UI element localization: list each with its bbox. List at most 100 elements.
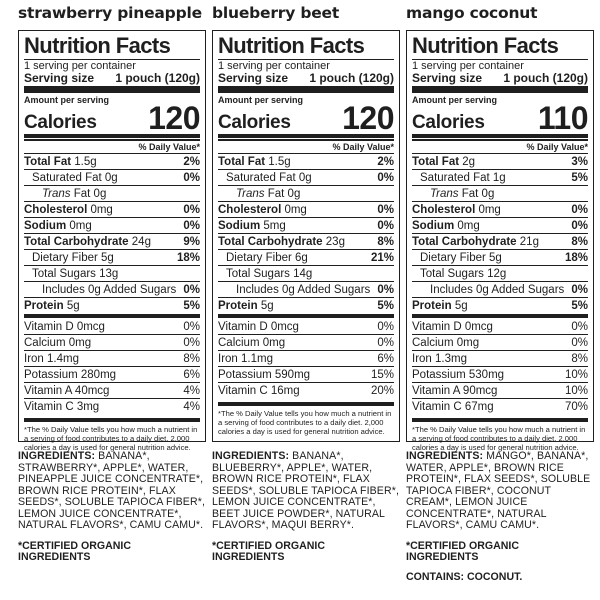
nutrient-name: Cholesterol bbox=[24, 203, 88, 216]
vitamin-row: Potassium 280mg 6% bbox=[24, 366, 200, 382]
vitamin-label: Iron 1.3mg bbox=[412, 352, 467, 365]
ingredients-list: MANGO*, BANANA*, WATER, APPLE*, BROWN RI… bbox=[406, 450, 591, 531]
vitamin-label: Vitamin D 0mcg bbox=[218, 320, 299, 333]
nutrient-daily-value: 8% bbox=[377, 235, 394, 248]
nutrition-facts-panel: Nutrition Facts 1 serving per container … bbox=[406, 30, 594, 452]
nutrient-amount: Fat 0g bbox=[70, 187, 107, 200]
nutrition-facts-panel: Nutrition Facts 1 serving per container … bbox=[212, 30, 400, 442]
nutrient-daily-value: 5% bbox=[183, 299, 200, 312]
vitamin-daily-value: 70% bbox=[564, 400, 588, 413]
nutrition-facts-panel: Nutrition Facts 1 serving per container … bbox=[18, 30, 206, 452]
serving-size-value: 1 pouch (120g) bbox=[115, 71, 200, 85]
vitamin-row: Iron 1.4mg 8% bbox=[24, 350, 200, 366]
vitamin-daily-value: 8% bbox=[183, 352, 200, 365]
nutrient-daily-value: 0% bbox=[571, 283, 588, 296]
nutrient-label: Total Carbohydrate 23g bbox=[218, 236, 345, 248]
vitamin-label: Vitamin A 40mcg bbox=[24, 384, 110, 397]
vitamin-label: Calcium 0mg bbox=[24, 336, 92, 349]
vitamin-row: Iron 1.3mg 8% bbox=[412, 350, 588, 366]
nutrient-row: Total Carbohydrate 24g 9% bbox=[24, 233, 200, 249]
nutrient-name: Trans bbox=[42, 187, 71, 200]
nutrient-amount: 0mg bbox=[454, 219, 480, 232]
vitamin-label: Iron 1.1mg bbox=[218, 352, 273, 365]
nutrient-amount: 0g Added Sugars bbox=[278, 283, 371, 296]
vitamin-row: Potassium 590mg 15% bbox=[218, 366, 394, 382]
vitamin-label: Vitamin C 67mg bbox=[412, 400, 494, 413]
nutrient-daily-value: 18% bbox=[176, 251, 200, 264]
vitamin-label: Vitamin C 16mg bbox=[218, 384, 300, 397]
nutrient-list: Total Fat 1.5g 2% Saturated Fat 0g 0% Trans … bbox=[218, 153, 394, 313]
nutrient-row: Dietary Fiber 5g 18% bbox=[24, 249, 200, 265]
nutrient-name: Dietary Fiber bbox=[226, 251, 292, 264]
vitamin-row: Vitamin A 90mcg 10% bbox=[412, 382, 588, 398]
nutrient-name: Total Fat bbox=[412, 155, 460, 168]
serving-size-label: Serving size bbox=[24, 71, 95, 85]
nutrient-label: Total Carbohydrate 21g bbox=[412, 236, 539, 248]
nutrient-daily-value: 0% bbox=[183, 203, 200, 216]
vitamin-label: Vitamin C 3mg bbox=[24, 400, 100, 413]
flavor-column: mango coconut Nutrition Facts 1 serving … bbox=[406, 0, 594, 583]
certified-organic-note: *CERTIFIED ORGANIC INGREDIENTS bbox=[406, 539, 520, 563]
nutrient-name: Dietary Fiber bbox=[420, 251, 486, 264]
nutrient-row: Sodium 5mg 0% bbox=[218, 217, 394, 233]
daily-value-header: % Daily Value* bbox=[218, 139, 394, 153]
nutrient-name: Includes bbox=[430, 283, 473, 296]
nutrient-name: Total Sugars bbox=[226, 267, 290, 280]
nutrient-amount: 5g bbox=[97, 251, 114, 264]
nutrient-row: Trans Fat 0g bbox=[218, 185, 394, 201]
nutrient-label: Protein 5g bbox=[412, 300, 468, 312]
calories-value: 110 bbox=[537, 100, 589, 136]
nutrient-name: Total Carbohydrate bbox=[218, 235, 323, 248]
nutrient-name: Total Sugars bbox=[32, 267, 96, 280]
serving-size-label: Serving size bbox=[412, 71, 483, 85]
nutrient-daily-value: 9% bbox=[183, 235, 200, 248]
nutrient-amount: 0g bbox=[101, 171, 118, 184]
nutrient-row: Saturated Fat 0g 0% bbox=[218, 169, 394, 185]
nutrient-label: Trans Fat 0g bbox=[218, 188, 300, 200]
nutrient-label: Saturated Fat 0g bbox=[24, 172, 118, 184]
nutrient-label: Total Sugars 13g bbox=[24, 268, 118, 280]
vitamin-row: Calcium 0mg 0% bbox=[412, 334, 588, 350]
vitamin-daily-value: 10% bbox=[564, 368, 588, 381]
daily-value-header: % Daily Value* bbox=[412, 139, 588, 153]
nutrient-amount: 2g bbox=[459, 155, 476, 168]
vitamin-daily-value: 0% bbox=[571, 320, 588, 333]
nutrient-row: Total Sugars 12g bbox=[412, 265, 588, 281]
vitamin-row: Vitamin A 40mcg 4% bbox=[24, 382, 200, 398]
nutrient-row: Dietary Fiber 5g 18% bbox=[412, 249, 588, 265]
nutrient-name: Sodium bbox=[412, 219, 455, 232]
nutrient-daily-value: 3% bbox=[571, 155, 588, 168]
vitamin-daily-value: 20% bbox=[370, 384, 394, 397]
vitamin-daily-value: 0% bbox=[377, 336, 394, 349]
nutrient-label: Sodium 0mg bbox=[24, 220, 92, 232]
nutrient-name: Cholesterol bbox=[412, 203, 476, 216]
nutrient-row: Trans Fat 0g bbox=[24, 185, 200, 201]
vitamin-row: Vitamin C 16mg 20% bbox=[218, 382, 394, 398]
ingredients-label: INGREDIENTS: bbox=[406, 450, 484, 462]
nutrient-amount: 6g bbox=[291, 251, 308, 264]
nutrient-amount: 24g bbox=[128, 235, 151, 248]
nutrient-amount: 0mg bbox=[66, 219, 92, 232]
nutrient-row: Total Carbohydrate 21g 8% bbox=[412, 233, 588, 249]
nutrient-row: Includes 0g Added Sugars 0% bbox=[218, 281, 394, 297]
nutrient-name: Sodium bbox=[218, 219, 261, 232]
vitamin-row: Vitamin C 3mg 4% bbox=[24, 398, 200, 414]
nutrient-amount: Fat 0g bbox=[264, 187, 301, 200]
flavor-name: strawberry pineapple bbox=[18, 4, 202, 22]
nutrient-name: Includes bbox=[42, 283, 85, 296]
nutrient-name: Saturated Fat bbox=[226, 171, 296, 184]
nutrient-amount: 0mg bbox=[281, 203, 307, 216]
vitamin-label: Iron 1.4mg bbox=[24, 352, 79, 365]
vitamin-list: Vitamin D 0mcg 0% Calcium 0mg 0% Iron 1.4mg 8… bbox=[24, 319, 200, 414]
calories-label: Calories bbox=[218, 112, 291, 133]
nutrient-amount: 0g Added Sugars bbox=[472, 283, 565, 296]
nutrient-row: Protein 5g 5% bbox=[412, 297, 588, 313]
nutrient-amount: 0mg bbox=[87, 203, 113, 216]
nutrient-row: Includes 0g Added Sugars 0% bbox=[24, 281, 200, 297]
nutrient-row: Sodium 0mg 0% bbox=[412, 217, 588, 233]
nutrient-daily-value: 8% bbox=[571, 235, 588, 248]
nutrition-facts-title: Nutrition Facts bbox=[218, 33, 365, 58]
nutrient-label: Total Sugars 14g bbox=[218, 268, 312, 280]
vitamin-row: Iron 1.1mg 6% bbox=[218, 350, 394, 366]
nutrient-label: Sodium 0mg bbox=[412, 220, 480, 232]
